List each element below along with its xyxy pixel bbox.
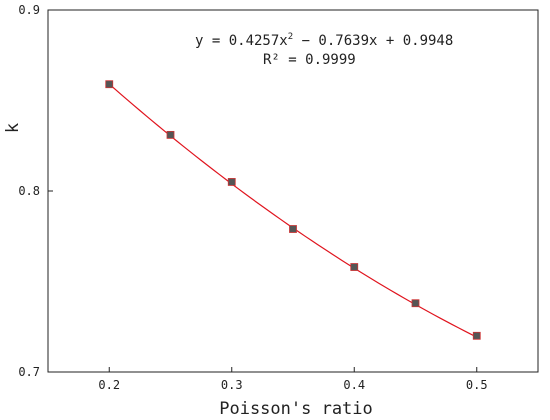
- fit-equation: y = 0.4257x2 − 0.7639x + 0.9948: [195, 32, 453, 49]
- y-tick-label: 0.9: [18, 3, 40, 17]
- x-axis-title: Poisson's ratio: [219, 399, 373, 419]
- y-axis-title: k: [3, 123, 23, 133]
- data-points: [105, 80, 481, 340]
- x-tick-label: 0.3: [221, 378, 243, 392]
- data-point: [227, 178, 236, 186]
- data-point: [289, 225, 297, 233]
- x-tick-label: 0.5: [466, 378, 488, 392]
- y-tick-label: 0.8: [18, 184, 40, 198]
- data-point: [350, 263, 359, 271]
- fit-curve: [108, 83, 478, 338]
- x-tick-label: 0.2: [98, 378, 120, 392]
- r-squared: R² = 0.9999: [263, 52, 356, 68]
- fit-curve-layer: [108, 83, 478, 338]
- x-axis: 0.2 0.3 0.4 0.5: [98, 367, 488, 392]
- y-tick-label: 0.7: [18, 365, 40, 379]
- data-point: [411, 299, 420, 308]
- data-point: [166, 130, 175, 139]
- data-point: [472, 331, 481, 340]
- x-tick-label: 0.4: [343, 378, 365, 392]
- data-point: [105, 80, 114, 89]
- y-axis: 0.7 0.8 0.9: [18, 3, 53, 379]
